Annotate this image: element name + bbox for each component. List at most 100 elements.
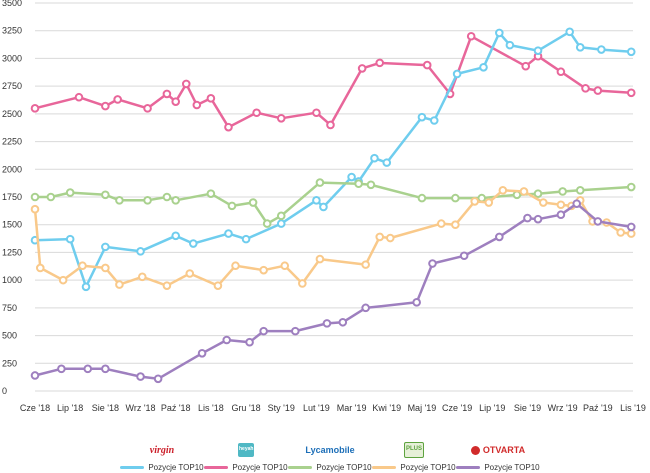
data-point xyxy=(259,265,268,275)
x-tick-label: Sie '19 xyxy=(514,403,541,413)
x-tick-label: Paź '19 xyxy=(583,403,613,413)
data-point xyxy=(241,234,251,244)
x-tick-label: Paź '18 xyxy=(161,403,191,413)
data-point xyxy=(181,79,191,89)
y-tick-label: 1750 xyxy=(2,192,22,202)
y-tick-label: 0 xyxy=(2,386,7,396)
data-point xyxy=(519,187,529,196)
data-point xyxy=(222,335,232,345)
legend-swatch xyxy=(288,465,313,469)
data-point xyxy=(412,298,421,307)
data-point xyxy=(626,222,636,232)
data-point xyxy=(556,67,566,77)
data-point xyxy=(312,108,321,118)
data-point xyxy=(436,219,446,228)
data-point xyxy=(197,349,207,358)
series-lycamobile xyxy=(30,178,636,228)
legend-label: Pozycje TOP10 xyxy=(232,462,288,472)
data-point xyxy=(276,113,286,123)
data-point xyxy=(153,374,163,384)
data-point xyxy=(30,192,40,202)
data-point xyxy=(382,158,392,167)
series-line xyxy=(33,30,633,289)
data-point xyxy=(315,254,325,264)
y-axis-ticks: 0 250 500 750 1000 1250 1500 1750 2000 2250 2500 27… xyxy=(2,0,22,396)
data-point xyxy=(248,198,258,207)
y-tick-label: 2750 xyxy=(2,81,22,91)
data-point xyxy=(322,319,332,328)
series-virgin-mobile xyxy=(30,31,636,132)
virgin-logo-icon: virgin xyxy=(120,441,204,459)
data-point xyxy=(572,199,582,208)
data-point xyxy=(83,364,93,374)
data-point xyxy=(593,86,603,95)
data-point xyxy=(188,239,198,248)
data-point xyxy=(533,214,543,224)
data-point xyxy=(521,61,531,71)
legend-item-virgin: virgin Pozycje TOP10 xyxy=(120,441,204,473)
data-point xyxy=(101,190,110,200)
data-point xyxy=(245,337,254,347)
data-point xyxy=(298,279,307,288)
x-tick-label: Kwi '19 xyxy=(372,403,401,413)
data-point xyxy=(58,275,68,285)
data-point xyxy=(57,364,66,374)
lycamobile-logo-text: Lycamobile xyxy=(305,445,355,455)
data-point xyxy=(78,261,87,271)
y-tick-label: 250 xyxy=(2,358,17,368)
data-point xyxy=(479,62,488,72)
data-point xyxy=(74,92,84,102)
data-point xyxy=(533,46,543,55)
data-point xyxy=(626,182,636,192)
otvarta-logo-text: OTVARTA xyxy=(482,445,526,455)
data-point xyxy=(539,198,548,207)
x-tick-label: Lis '19 xyxy=(620,403,646,413)
data-point xyxy=(385,233,395,243)
y-tick-label: 2000 xyxy=(2,164,22,174)
data-point xyxy=(143,196,152,205)
data-point xyxy=(451,193,460,203)
data-point xyxy=(581,84,590,93)
data-point xyxy=(30,104,40,113)
legend-swatch xyxy=(120,465,145,469)
virgin-logo-text: virgin xyxy=(149,444,175,456)
data-point xyxy=(171,196,181,205)
data-point xyxy=(417,112,427,122)
x-tick-label: Sie '18 xyxy=(92,403,119,413)
legend-label: Pozycje TOP10 xyxy=(148,462,204,472)
data-point xyxy=(498,186,508,195)
data-point xyxy=(227,201,237,211)
data-point xyxy=(575,43,585,52)
x-tick-label: Lip '19 xyxy=(479,403,505,413)
x-tick-label: Lut '19 xyxy=(303,403,330,413)
data-point xyxy=(136,372,145,381)
data-point xyxy=(162,192,172,202)
series-lines xyxy=(30,27,636,384)
data-point xyxy=(366,180,376,190)
y-tick-label: 2250 xyxy=(2,137,22,147)
data-point xyxy=(354,179,363,188)
series-line xyxy=(33,202,633,381)
data-point xyxy=(171,231,181,241)
data-point xyxy=(30,204,40,214)
data-point xyxy=(81,282,91,292)
x-tick-label: Wrz '19 xyxy=(548,403,578,413)
data-point xyxy=(429,116,439,125)
data-point xyxy=(556,200,566,210)
otvarta-logo-icon: OTVARTA xyxy=(456,441,540,459)
data-point xyxy=(171,97,181,106)
legend-item-otvarta: OTVARTA Pozycje TOP10 xyxy=(456,441,540,473)
data-point xyxy=(558,187,567,196)
data-point xyxy=(451,220,460,230)
data-point xyxy=(533,189,543,198)
data-point xyxy=(495,232,504,242)
data-point xyxy=(375,232,385,242)
data-point xyxy=(224,229,233,238)
y-tick-label: 3250 xyxy=(2,26,22,36)
data-point xyxy=(338,317,348,327)
data-point xyxy=(192,100,202,110)
data-point xyxy=(280,261,290,271)
data-point xyxy=(206,94,216,103)
data-point xyxy=(556,210,566,220)
data-point xyxy=(115,196,124,205)
